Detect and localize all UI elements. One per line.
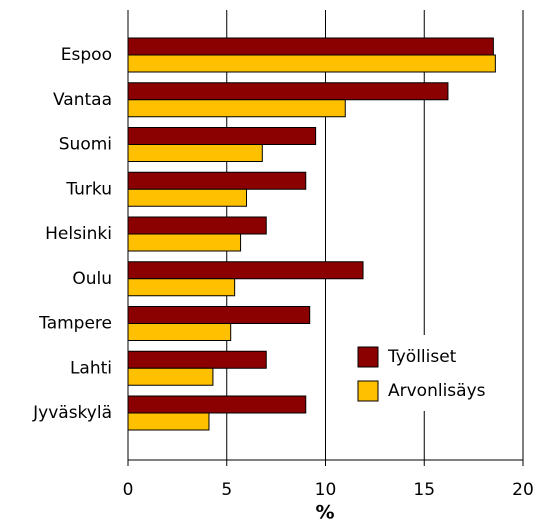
y-tick-label: Suomi	[59, 135, 112, 155]
bar	[127, 37, 494, 56]
legend-swatch	[357, 346, 379, 368]
bar	[127, 127, 317, 145]
bar	[127, 306, 311, 324]
bar	[127, 54, 496, 73]
y-tick-label: Tampere	[38, 314, 112, 334]
bar	[127, 261, 364, 280]
x-tick-label: 15	[413, 480, 435, 500]
bar	[127, 99, 346, 118]
legend-label: Arvonlisäys	[388, 381, 486, 401]
bar	[127, 350, 267, 369]
x-tick-label: 0	[123, 480, 134, 500]
y-tick-label: Helsinki	[45, 224, 112, 244]
x-tick-label: 20	[512, 480, 534, 500]
bar	[127, 278, 236, 297]
x-tick-label: 5	[221, 480, 232, 500]
y-tick-label: Jyväskylä	[32, 403, 112, 423]
x-axis-label: %	[315, 502, 334, 521]
y-tick-label: Oulu	[72, 269, 112, 289]
bar	[127, 367, 214, 386]
legend-swatch	[357, 380, 379, 402]
x-tick-label: 10	[315, 480, 337, 500]
legend-label: Työlliset	[387, 347, 457, 367]
bar	[127, 412, 210, 431]
bar	[127, 395, 307, 414]
y-tick-label: Vantaa	[53, 90, 112, 110]
bar	[127, 171, 307, 190]
y-tick-label: Espoo	[61, 45, 112, 65]
bar	[127, 188, 247, 207]
bar	[127, 233, 242, 252]
y-tick-label: Lahti	[70, 358, 112, 378]
bar	[127, 216, 267, 235]
y-tick-label: Turku	[65, 179, 112, 199]
bar	[127, 323, 232, 341]
bar	[127, 144, 263, 162]
bar	[127, 82, 449, 101]
